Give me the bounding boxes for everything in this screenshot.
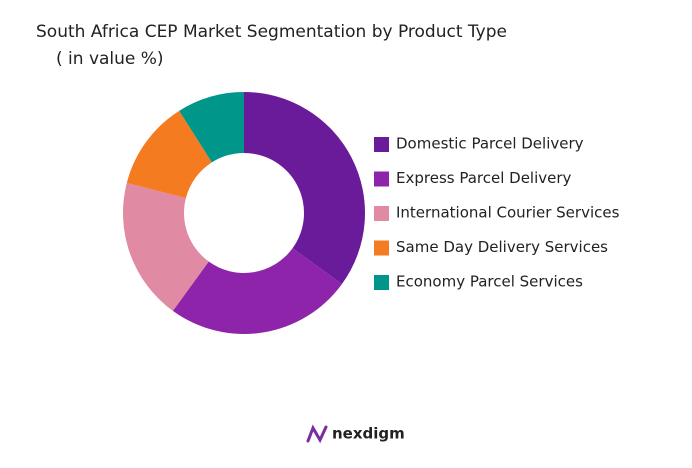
donut-slice [126, 110, 212, 199]
chart-subtitle: ( in value %) [56, 49, 164, 69]
chart-title: South Africa CEP Market Segmentation by … [36, 22, 507, 42]
legend-label: Economy Parcel Services [396, 273, 583, 291]
legend-label: International Courier Services [396, 204, 620, 222]
donut-slice [122, 182, 209, 311]
legend-swatch [374, 206, 389, 221]
donut-slice [179, 92, 244, 163]
legend-swatch [374, 275, 389, 290]
logo-icon [306, 424, 328, 444]
legend-label: Express Parcel Delivery [396, 169, 572, 187]
logo-text: nexdigm [332, 425, 405, 443]
legend-swatch [374, 240, 389, 256]
logo: nexdigm [306, 424, 405, 444]
legend-label: Same Day Delivery Services [396, 238, 608, 256]
legend-swatch [374, 171, 389, 187]
donut-slice [172, 248, 342, 334]
legend-label: Domestic Parcel Delivery [396, 135, 584, 153]
legend-swatch [374, 137, 389, 152]
donut-slice [244, 92, 365, 285]
